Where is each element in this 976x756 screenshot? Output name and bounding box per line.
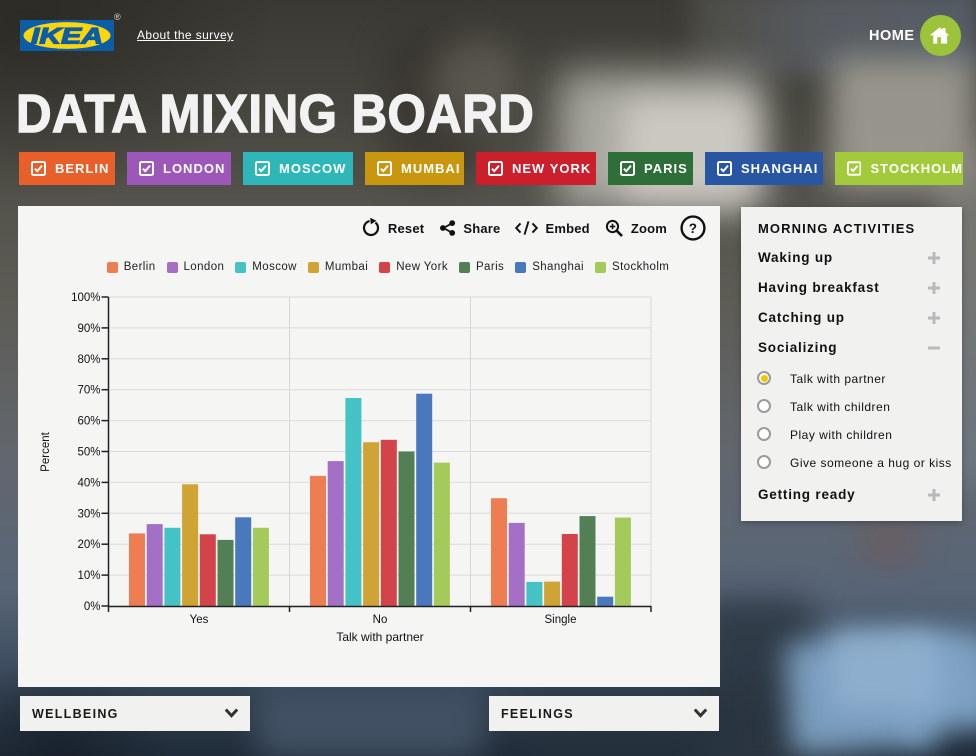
svg-text:Talk with partner: Talk with partner (336, 630, 423, 644)
svg-text:30%: 30% (77, 508, 100, 520)
svg-text:Single: Single (545, 614, 577, 626)
svg-text:?: ? (689, 221, 697, 236)
svg-text:70%: 70% (77, 385, 100, 397)
svg-text:Percent: Percent (40, 431, 52, 471)
svg-text:40%: 40% (77, 477, 100, 489)
svg-text:No: No (373, 614, 388, 626)
svg-text:IKEA: IKEA (31, 24, 103, 49)
svg-text:80%: 80% (77, 354, 100, 366)
svg-text:60%: 60% (77, 416, 100, 428)
svg-text:90%: 90% (77, 323, 100, 335)
svg-text:20%: 20% (77, 539, 100, 551)
svg-text:50%: 50% (77, 447, 100, 459)
svg-text:100%: 100% (71, 292, 100, 304)
svg-text:10%: 10% (77, 570, 100, 582)
svg-text:Yes: Yes (190, 614, 209, 626)
svg-text:0%: 0% (84, 601, 101, 613)
